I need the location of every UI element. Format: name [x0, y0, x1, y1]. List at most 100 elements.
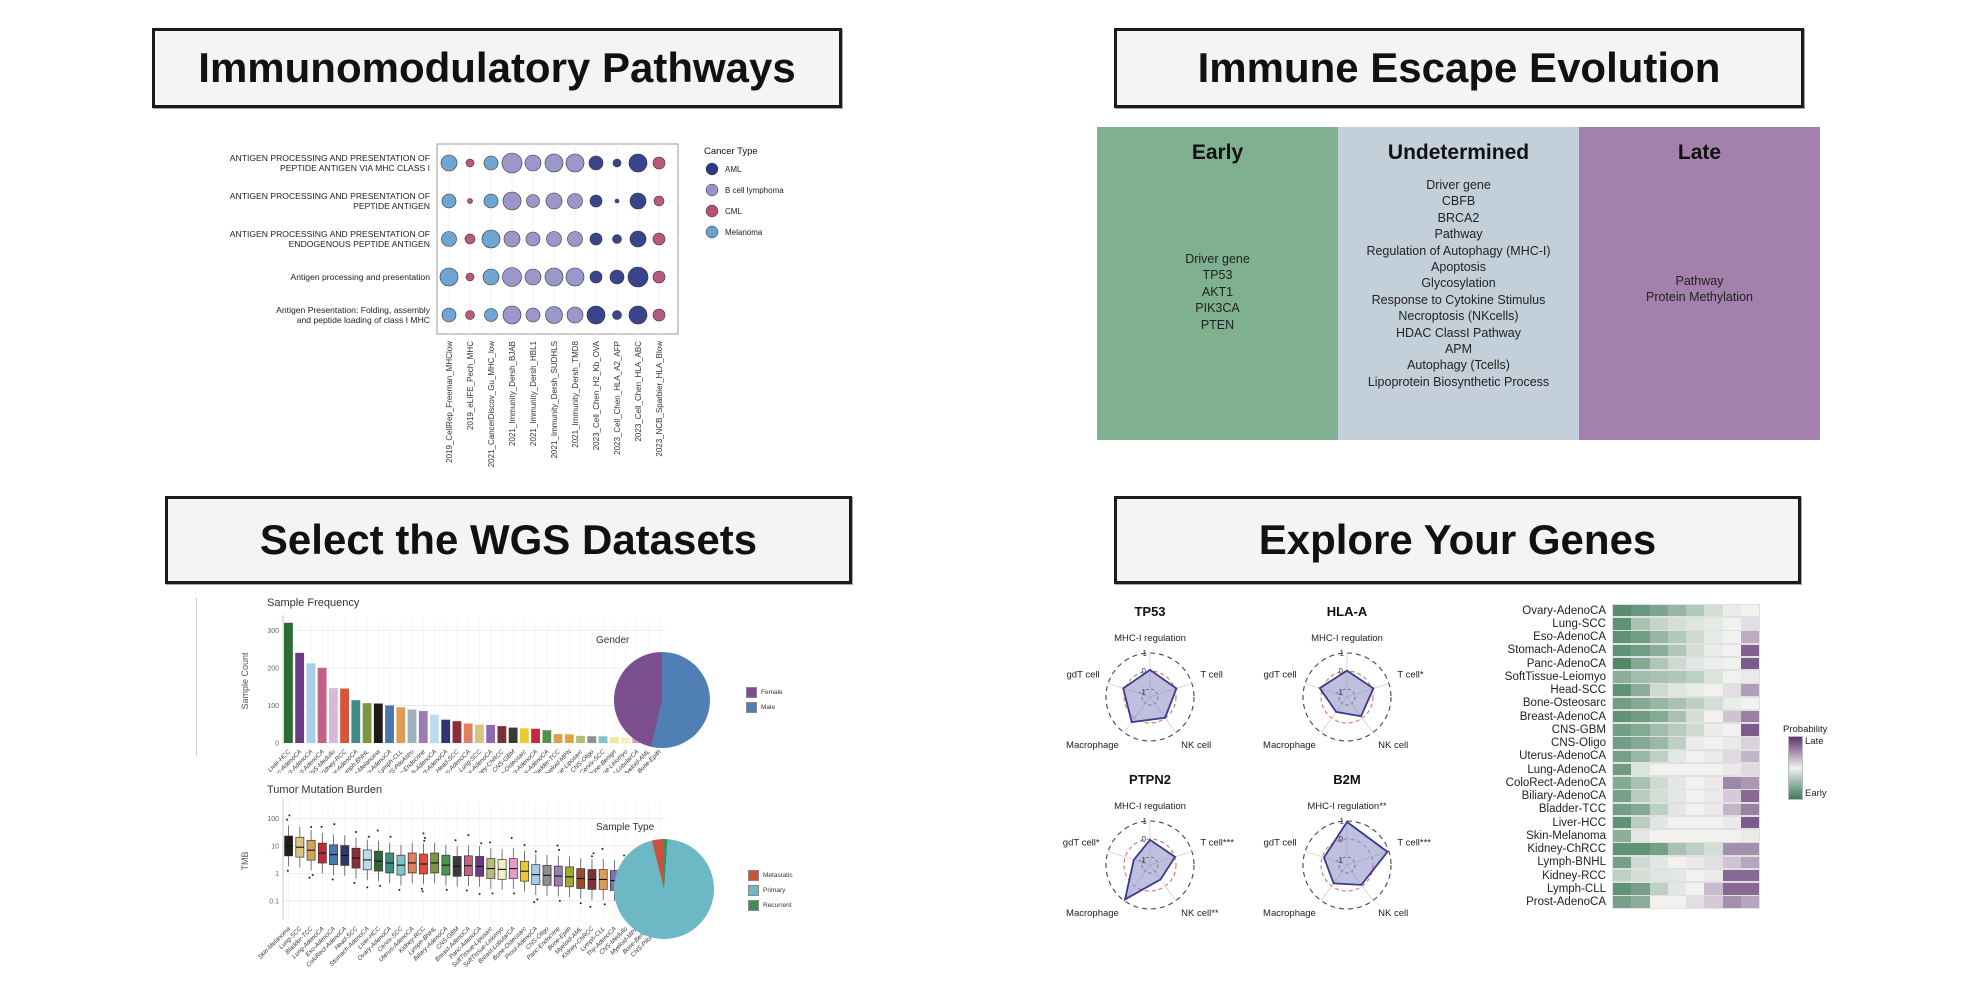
evolution-item: Necroptosis (NKcells): [1398, 309, 1519, 324]
escape-segment: [1667, 896, 1686, 908]
dot: [612, 158, 622, 168]
bar: [340, 688, 350, 743]
nav-card-select-wgs-datasets[interactable]: Select the WGS Datasets: [165, 496, 852, 584]
escape-segment: [1613, 604, 1632, 617]
escape-segment: [1649, 763, 1668, 776]
nav-card-immunomodulatory-pathways[interactable]: Immunomodulatory Pathways: [152, 28, 842, 108]
nav-card-immune-escape-evolution[interactable]: Immune Escape Evolution: [1114, 28, 1804, 108]
escape-segment: [1649, 657, 1668, 670]
chart-title: Tumor Mutation Burden: [267, 784, 382, 796]
bar: [531, 728, 541, 743]
escape-segment: [1686, 777, 1705, 789]
escape-segment: [1613, 750, 1632, 763]
escape-row-bar: [1612, 617, 1760, 631]
escape-segment: [1740, 684, 1759, 696]
scale-label: 1: [1143, 817, 1148, 826]
nav-card-explore-your-genes[interactable]: Explore Your Genes: [1114, 496, 1801, 584]
outlier-dot: [353, 881, 356, 884]
legend-swatch: [748, 900, 759, 911]
escape-segment: [1704, 856, 1723, 869]
dot: [439, 267, 459, 287]
escape-segment: [1613, 869, 1632, 882]
dot: [484, 308, 498, 322]
escape-segment: [1740, 777, 1759, 789]
escape-segment: [1722, 671, 1741, 683]
escape-segment: [1686, 671, 1705, 683]
escape-segment: [1686, 750, 1705, 763]
outlier-dot: [523, 844, 526, 847]
radar-polygon: [1122, 668, 1178, 724]
evolution-column-header: Early: [1191, 141, 1244, 164]
radar-axis-label: MHC-I regulation: [1114, 801, 1186, 812]
escape-row: Lymph-CLL: [1480, 882, 1760, 896]
scale-label: 0: [1142, 667, 1147, 676]
outlier-dot: [601, 847, 604, 850]
radar-title: HLA-A: [1327, 604, 1368, 619]
bar: [587, 736, 597, 743]
bar: [385, 705, 394, 743]
outlier-dot: [310, 826, 313, 829]
escape-row-bar: [1612, 709, 1760, 724]
outlier-dot: [424, 836, 427, 839]
escape-segment: [1740, 631, 1759, 643]
scale-label: -1: [1139, 688, 1147, 697]
escape-segment: [1686, 657, 1705, 670]
outlier-dot: [510, 836, 513, 839]
escape-segment: [1704, 816, 1723, 829]
evolution-item: AKT1: [1201, 284, 1234, 299]
escape-segment: [1704, 710, 1723, 723]
radar-axis-label: Macrophage: [1263, 908, 1316, 919]
escape-row-bar: [1612, 815, 1760, 830]
outlier-dot: [286, 869, 289, 872]
y-axis-label: Sample Count: [240, 652, 250, 710]
escape-segment: [1631, 869, 1650, 882]
bar: [306, 663, 316, 743]
evolution-item: Driver gene: [1426, 178, 1491, 192]
escape-segment: [1613, 803, 1632, 816]
escape-segment: [1740, 869, 1759, 882]
radar-axis-label: NK cell: [1378, 740, 1408, 751]
escape-segment: [1704, 631, 1723, 643]
dot: [526, 194, 540, 208]
bar: [430, 714, 439, 743]
legend-item: Metastatic: [748, 870, 793, 881]
escape-segment: [1740, 896, 1759, 908]
escape-row-label: Stomach-AdenoCA: [1507, 644, 1606, 657]
evolution-item: Lipoprotein Biosynthetic Process: [1367, 374, 1550, 389]
escape-probability-chart: Ovary-AdenoCA Lung-SCC Eso-AdenoCA Stomach-…: [1480, 603, 1760, 909]
escape-segment: [1631, 763, 1650, 776]
escape-row-label: Uterus-AdenoCA: [1519, 750, 1606, 763]
y-tick-label: 10: [271, 843, 279, 850]
escape-segment: [1613, 631, 1632, 643]
outlier-dot: [480, 842, 483, 845]
escape-segment: [1649, 618, 1668, 630]
dot: [483, 193, 499, 209]
outlier-dot: [491, 892, 494, 895]
dot: [566, 306, 584, 324]
escape-segment: [1704, 869, 1723, 882]
radar-axis-label: NK cell: [1378, 908, 1408, 919]
outlier-dot: [389, 835, 392, 838]
outlier-dot: [366, 886, 369, 889]
evolution-column-list: Driver gene TP53 AKT1 PIK3CA PTEN: [1097, 165, 1338, 333]
radar-axis-label: NK cell**: [1181, 908, 1219, 919]
escape-segment: [1667, 750, 1686, 763]
escape-row-label: Bone-Osteosarc: [1522, 697, 1606, 710]
outlier-dot: [454, 839, 457, 842]
escape-row-bar: [1612, 723, 1760, 737]
dot: [544, 153, 564, 173]
radar-title: B2M: [1333, 772, 1360, 787]
bar: [441, 719, 451, 743]
bar: [542, 730, 552, 743]
escape-segment: [1740, 644, 1759, 657]
dot: [629, 192, 647, 210]
escape-segment: [1667, 618, 1686, 630]
y-tick-label: 300: [267, 628, 279, 635]
x-tick-label: 2021_Immunity_Dersh_BJAB: [508, 341, 517, 446]
evolution-column-undetermined: Undetermined Driver gene CBFB BRCA2 Pathway…: [1338, 127, 1579, 440]
escape-row-bar: [1612, 882, 1760, 896]
escape-segment: [1631, 657, 1650, 670]
outlier-dot: [308, 876, 311, 879]
dot: [465, 272, 475, 282]
